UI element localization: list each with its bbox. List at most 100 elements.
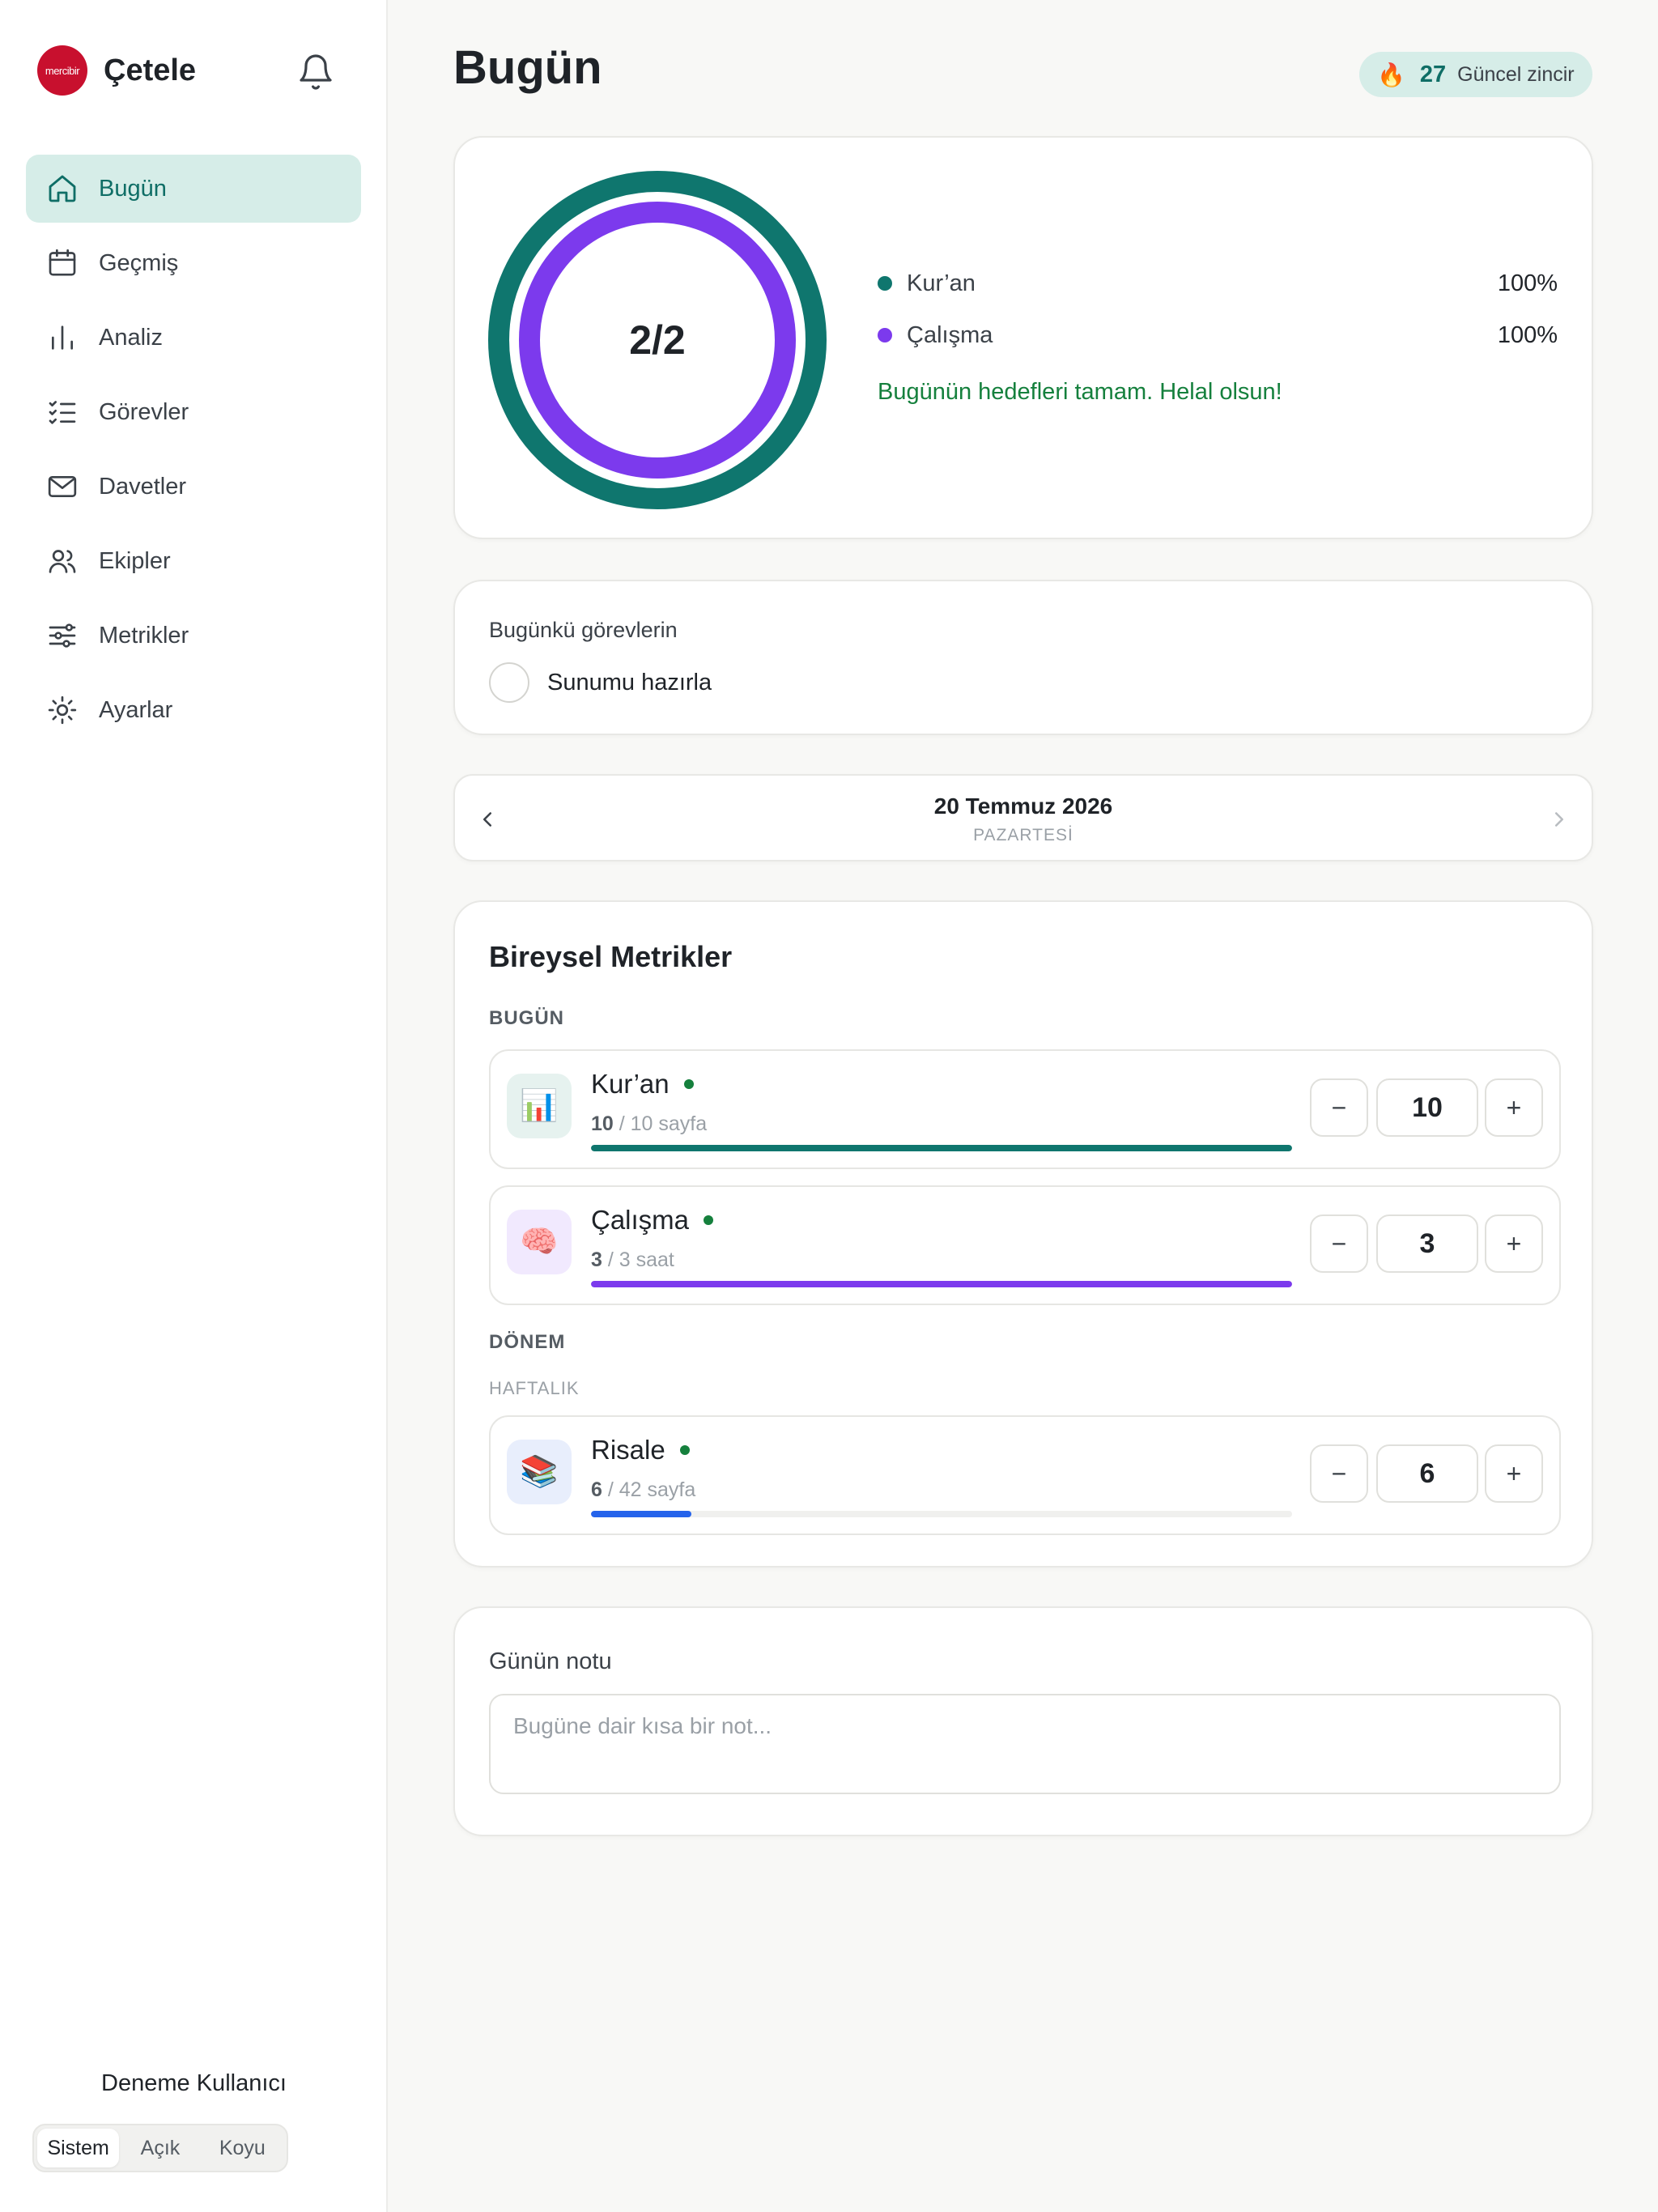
metric-row-risale: 📚 Risale 6 / 42 sayfa − 6 + (489, 1415, 1561, 1535)
legend-percent: 100% (1497, 270, 1558, 296)
legend-name: Çalışma (907, 321, 993, 348)
metric-icon-glyph: 🧠 (520, 1225, 559, 1259)
sidebar: mercibir Çetele Bugün Geçmiş Analiz Göre… (0, 0, 388, 2212)
metric-name-text: Çalışma (591, 1205, 690, 1235)
metric-target: / 10 sayfa (613, 1112, 708, 1135)
legend-percent: 100% (1497, 321, 1558, 348)
metric-progress-bar (591, 1281, 1292, 1287)
sidebar-item-label: Ekipler (99, 547, 171, 574)
task-checkbox[interactable] (489, 662, 529, 703)
increment-button[interactable]: + (1485, 1214, 1543, 1273)
metric-current: 10 (591, 1112, 614, 1135)
sliders-icon (45, 619, 79, 653)
sidebar-item-label: Analiz (99, 324, 163, 351)
sidebar-item-ayarlar[interactable]: Ayarlar (26, 676, 361, 744)
streak-count: 27 (1419, 61, 1447, 87)
metric-progress-bar (591, 1511, 1292, 1517)
chevron-right-icon[interactable] (1540, 800, 1579, 839)
metric-progress-text: 10 / 10 sayfa (591, 1112, 707, 1136)
page-title: Bugün (453, 41, 602, 94)
metric-name: Kur’an (591, 1069, 694, 1100)
metric-current: 3 (591, 1249, 602, 1271)
metric-progress-fill (591, 1511, 691, 1517)
user-name: Deneme Kullanıcı (101, 2070, 287, 2096)
sidebar-item-label: Bugün (99, 175, 167, 202)
app-logo: mercibir (37, 45, 87, 96)
metric-target: / 3 saat (602, 1249, 674, 1271)
bell-icon[interactable] (296, 53, 335, 91)
theme-option-sistem[interactable]: Sistem (37, 2129, 120, 2167)
metric-row-kuran: 📊 Kur’an 10 / 10 sayfa − 10 + (489, 1049, 1561, 1169)
ring-label: 2/2 (629, 317, 686, 363)
sidebar-item-label: Davetler (99, 473, 186, 500)
metric-progress-text: 3 / 3 saat (591, 1249, 674, 1272)
metric-icon-glyph: 📚 (520, 1455, 559, 1489)
status-dot (679, 1445, 690, 1455)
metric-progress-fill (591, 1281, 1292, 1287)
sidebar-item-gorevler[interactable]: Görevler (26, 378, 361, 446)
metric-name: Çalışma (591, 1205, 714, 1236)
metric-row-calisma: 🧠 Çalışma 3 / 3 saat − 3 + (489, 1185, 1561, 1305)
status-dot (704, 1215, 714, 1225)
metric-target: / 42 sayfa (602, 1478, 696, 1501)
ring-kuran (488, 171, 827, 509)
section-label-weekly: HAFTALIK (489, 1378, 580, 1398)
home-icon (45, 172, 79, 206)
streak-badge: 🔥 27 Güncel zincir (1359, 52, 1592, 97)
note-title: Günün notu (489, 1648, 612, 1674)
metric-value-input[interactable]: 10 (1376, 1078, 1478, 1137)
metric-progress-bar (591, 1145, 1292, 1151)
legend-row: Kur’an 100% (878, 267, 1558, 300)
sidebar-item-davetler[interactable]: Davetler (26, 453, 361, 521)
ring-calisma (519, 202, 796, 479)
decrement-button[interactable]: − (1310, 1444, 1368, 1503)
progress-rings (488, 171, 827, 509)
sidebar-nav: Bugün Geçmiş Analiz Görevler Davetler Ek… (26, 155, 361, 751)
brand[interactable]: mercibir Çetele (37, 45, 196, 96)
tasks-card: Bugünkü görevlerin Sunumu hazırla (453, 580, 1593, 735)
success-message: Bugünün hedefleri tamam. Helal olsun! (878, 379, 1282, 405)
sidebar-item-label: Metrikler (99, 622, 189, 649)
section-label-period: DÖNEM (489, 1331, 566, 1353)
theme-option-koyu[interactable]: Koyu (219, 2136, 266, 2159)
daily-note-card: Günün notu (453, 1606, 1593, 1836)
sidebar-item-label: Görevler (99, 398, 189, 425)
sun-icon (45, 693, 79, 727)
task-label: Sunumu hazırla (547, 669, 712, 696)
legend-name: Kur’an (907, 270, 976, 296)
task-item[interactable]: Sunumu hazırla (489, 662, 712, 703)
books-icon: 📚 (507, 1440, 572, 1504)
checklist-icon (45, 395, 79, 429)
decrement-button[interactable]: − (1310, 1078, 1368, 1137)
increment-button[interactable]: + (1485, 1444, 1543, 1503)
note-input[interactable] (489, 1694, 1561, 1794)
increment-button[interactable]: + (1485, 1078, 1543, 1137)
decrement-button[interactable]: − (1310, 1214, 1368, 1273)
status-dot (683, 1079, 694, 1089)
daily-summary-card: 2/2 Kur’an 100% Çalışma 100% Bugünün hed… (453, 136, 1593, 539)
brain-icon: 🧠 (507, 1210, 572, 1274)
sidebar-item-analiz[interactable]: Analiz (26, 304, 361, 372)
legend-dot-calisma (878, 328, 892, 342)
app-name: Çetele (104, 53, 197, 87)
theme-switch: Sistem Açık Koyu (32, 2124, 288, 2172)
metric-progress-text: 6 / 42 sayfa (591, 1478, 695, 1502)
legend-dot-kuran (878, 276, 892, 291)
metrics-title: Bireysel Metrikler (489, 940, 733, 973)
sidebar-item-gecmis[interactable]: Geçmiş (26, 229, 361, 297)
chevron-left-icon[interactable] (468, 800, 507, 839)
metric-value-input[interactable]: 6 (1376, 1444, 1478, 1503)
metric-icon-glyph: 📊 (520, 1089, 559, 1123)
current-weekday: PAZARTESİ (973, 826, 1073, 844)
metric-name-text: Kur’an (591, 1069, 670, 1099)
metric-value-input[interactable]: 3 (1376, 1214, 1478, 1273)
sidebar-item-metrikler[interactable]: Metrikler (26, 602, 361, 670)
tasks-title: Bugünkü görevlerin (489, 618, 678, 642)
users-icon (45, 544, 79, 578)
sidebar-item-bugun[interactable]: Bugün (26, 155, 361, 223)
theme-option-acik[interactable]: Açık (140, 2136, 181, 2159)
bar-chart-icon (45, 321, 79, 355)
logo-text: mercibir (45, 64, 80, 77)
metric-progress-fill (591, 1145, 1292, 1151)
sidebar-item-ekipler[interactable]: Ekipler (26, 527, 361, 595)
